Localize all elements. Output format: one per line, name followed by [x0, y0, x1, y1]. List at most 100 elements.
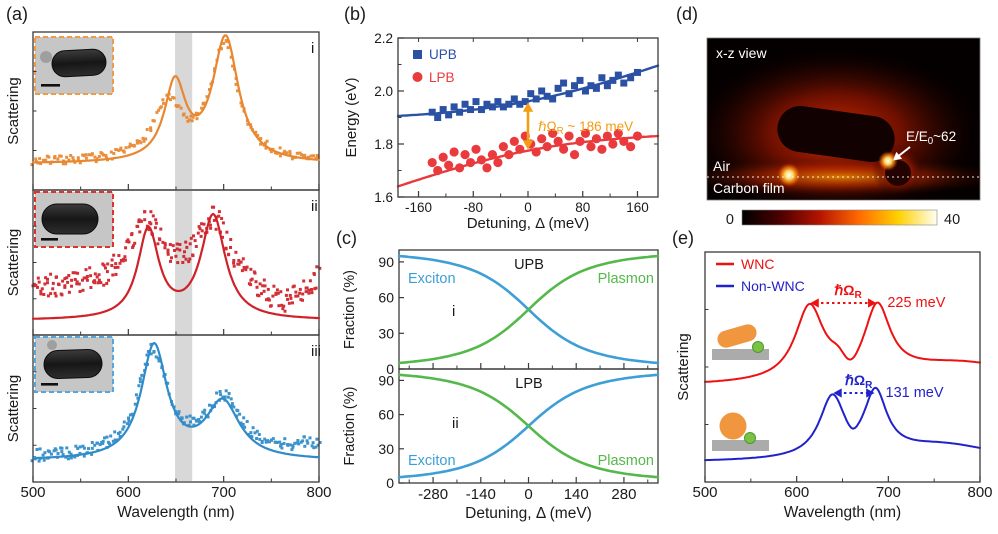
scale-bar — [41, 84, 60, 87]
plasmon-label: Plasmon — [598, 271, 654, 287]
x-tick-label: 700 — [876, 484, 901, 501]
panel-label-a: (a) — [6, 4, 28, 24]
air-label: Air — [713, 158, 730, 174]
exciton-label: Exciton — [408, 271, 456, 287]
colorbar-min-label: 0 — [726, 212, 734, 228]
subpanel-label-ii: ii — [311, 198, 318, 215]
spectrum-non-wnc — [704, 386, 981, 462]
x-tick-label: 600 — [784, 484, 809, 501]
detuning-band — [175, 336, 193, 481]
panel-label-c: (c) — [336, 228, 357, 248]
y-axis-label-scattering: Scattering — [5, 77, 22, 145]
x-tick-label: 280 — [611, 486, 636, 503]
x-axis-label-detuning: Detuning, Δ (meV) — [467, 215, 590, 232]
y-tick-label: 90 — [378, 254, 394, 270]
lpb-legend-marker — [412, 72, 423, 82]
x-tick-label: 600 — [116, 484, 141, 501]
y-tick-label: 0 — [386, 475, 394, 491]
y-tick-label: 60 — [378, 407, 394, 423]
y-axis-label-scattering: Scattering — [5, 229, 22, 297]
lpb-plasmon-curve — [397, 373, 660, 479]
panel-d-field-map — [706, 37, 981, 201]
y-tick-label: 30 — [378, 441, 394, 457]
field-enhancement-label: E/E0~62 — [906, 129, 956, 147]
upb-plasmon-curve — [397, 254, 660, 365]
legend-label-wnc: WNC — [741, 256, 774, 272]
emitter-dot — [752, 341, 764, 353]
y-axis-label-fraction: Fraction (%) — [342, 387, 358, 466]
plasmon-label: Plasmon — [598, 453, 654, 469]
colorbar — [741, 209, 938, 226]
x-tick-label: 800 — [306, 484, 331, 501]
x-tick-label: -280 — [418, 486, 448, 503]
y-tick-label: 1.6 — [374, 190, 393, 205]
x-tick-label: -140 — [466, 486, 496, 503]
x-axis-label-wavelength: Wavelength (nm) — [784, 504, 901, 521]
rabi-symbol-non-wnc: ℏΩR — [845, 372, 873, 391]
upb-fit-line — [396, 64, 660, 118]
y-tick-label: 90 — [378, 372, 394, 388]
nanosphere — [719, 412, 747, 440]
panel-label-d: (d) — [676, 4, 698, 24]
scale-bar — [41, 238, 58, 241]
nanorod-silhouette — [777, 105, 895, 163]
emitter-dot — [744, 432, 756, 444]
rabi-symbol-wnc: ℏΩR — [834, 282, 862, 301]
panel-label-b: (b) — [344, 4, 366, 24]
spectrum-wnc — [704, 301, 981, 383]
x-tick-label: 500 — [692, 484, 717, 501]
branch-title-lpb: LPB — [515, 376, 542, 392]
nanorod-silhouette — [41, 203, 99, 235]
legend-label-non-wnc: Non-WNC — [741, 278, 805, 294]
subpanel-label-i: i — [452, 303, 455, 320]
upb-legend-marker — [413, 50, 422, 59]
y-axis-label-scattering: Scattering — [5, 375, 22, 443]
y-axis-label-scattering: Scattering — [675, 333, 692, 401]
x-tick-label: 140 — [564, 486, 589, 503]
y-tick-label: 60 — [378, 290, 394, 306]
x-axis-label-detuning: Detuning, Δ (meV) — [465, 505, 592, 522]
upb-legend-label: UPB — [429, 47, 457, 62]
y-tick-label: 1.8 — [374, 137, 393, 152]
y-tick-label: 2.2 — [374, 31, 393, 46]
y-axis-label-fraction: Fraction (%) — [342, 270, 358, 349]
fit-line-i — [31, 34, 321, 164]
x-tick-label: 0 — [524, 200, 532, 215]
exciton-label: Exciton — [408, 453, 456, 469]
panel-b — [427, 68, 643, 176]
x-tick-label: 500 — [20, 484, 45, 501]
x-tick-label: 80 — [575, 200, 590, 215]
tilted-nanorod — [717, 324, 757, 348]
x-tick-label: 160 — [626, 200, 649, 215]
scale-bar — [41, 383, 58, 386]
subpanel-label-i: i — [311, 40, 314, 57]
panel-label-e: (e) — [672, 228, 694, 248]
inset-nonwnc-schematic — [712, 412, 769, 451]
x-axis-label-wavelength: Wavelength (nm) — [117, 504, 234, 521]
x-tick-label: 800 — [967, 484, 992, 501]
x-tick-label: -160 — [405, 200, 432, 215]
carbon-film-label: Carbon film — [713, 180, 785, 196]
view-label: x-z view — [716, 45, 767, 61]
lpb-fit-line — [396, 134, 660, 188]
splitting-value-non-wnc: 131 meV — [886, 385, 944, 401]
lpb-legend-label: LPB — [429, 70, 455, 85]
x-tick-label: 0 — [524, 486, 532, 503]
subpanel-label-iii: iii — [311, 343, 321, 360]
panel-a-subplot-ii — [31, 189, 322, 336]
upb-points — [428, 68, 641, 121]
hotspot-left — [777, 163, 801, 187]
substrate — [712, 349, 769, 360]
tem-inset-i — [34, 36, 114, 95]
x-tick-label: 700 — [211, 484, 236, 501]
detuning-band — [175, 33, 193, 189]
y-axis-label-energy: Energy (eV) — [343, 77, 360, 157]
tem-inset-ii — [34, 191, 114, 248]
scatter-ii — [31, 205, 322, 313]
nanorod-silhouette — [43, 348, 103, 380]
fit-line-ii — [31, 212, 321, 320]
subpanel-label-ii: ii — [452, 415, 459, 432]
inset-wnc-schematic — [712, 324, 769, 360]
